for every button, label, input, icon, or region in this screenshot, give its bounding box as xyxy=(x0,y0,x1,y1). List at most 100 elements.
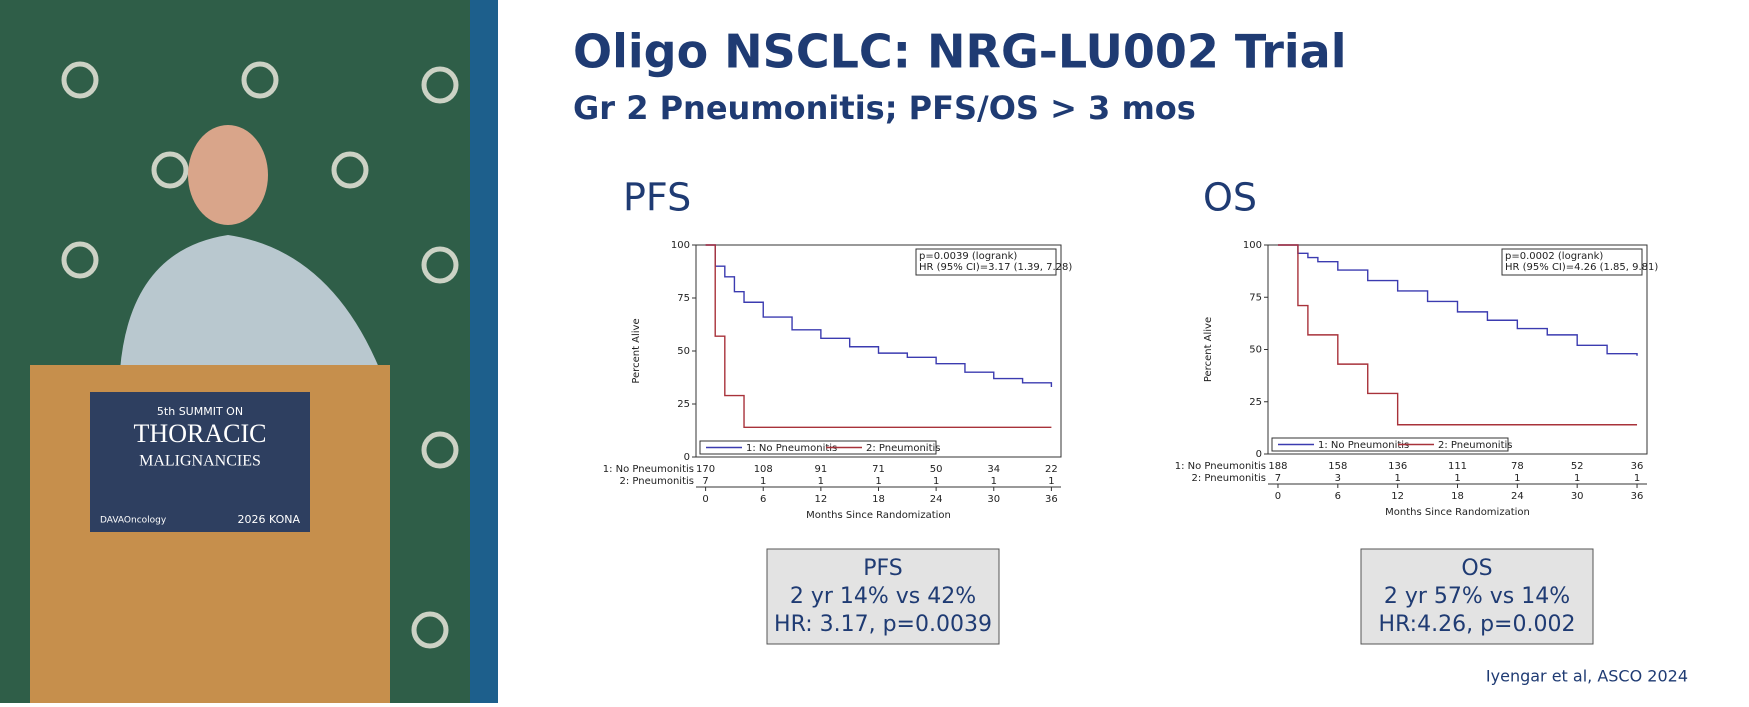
chart-title: PFS xyxy=(623,176,691,220)
risk-count: 3 xyxy=(1335,473,1341,484)
speaker-body xyxy=(120,235,380,370)
legend-label: 1: No Pneumonitis xyxy=(1318,440,1409,451)
x-tick-label: 18 xyxy=(1451,491,1464,502)
citation: Iyengar et al, ASCO 2024 xyxy=(1486,667,1688,686)
x-tick-label: 0 xyxy=(1275,491,1281,502)
x-tick-label: 18 xyxy=(872,494,885,505)
podium-text: 2026 KONA xyxy=(237,513,300,526)
risk-count: 1 xyxy=(1454,473,1460,484)
risk-count: 7 xyxy=(1275,473,1281,484)
risk-count: 1 xyxy=(1574,473,1580,484)
summary-line: HR:4.26, p=0.002 xyxy=(1379,612,1576,637)
x-tick-label: 36 xyxy=(1631,491,1644,502)
y-tick-label: 0 xyxy=(1256,449,1262,460)
risk-count: 52 xyxy=(1571,461,1584,472)
x-tick-label: 6 xyxy=(1335,491,1341,502)
summary-line: OS xyxy=(1461,556,1492,581)
risk-label: 2: Pneumonitis xyxy=(1192,473,1266,484)
x-tick-label: 36 xyxy=(1045,494,1058,505)
km-curve xyxy=(1277,244,1638,426)
podium-text: 5th SUMMIT ON xyxy=(157,405,243,418)
y-tick-label: 100 xyxy=(671,240,690,251)
y-tick-label: 50 xyxy=(1249,345,1262,356)
summary-box xyxy=(1360,548,1594,645)
x-tick-label: 0 xyxy=(702,494,708,505)
y-tick-label: 0 xyxy=(684,452,690,463)
risk-count: 1 xyxy=(1048,476,1054,487)
risk-count: 36 xyxy=(1631,461,1644,472)
risk-count: 1 xyxy=(875,476,881,487)
risk-count: 188 xyxy=(1268,461,1287,472)
podium-text: DAVAOncology xyxy=(100,516,167,526)
annotation: p=0.0039 (logrank) xyxy=(919,251,1017,262)
summary-line: 2 yr 57% vs 14% xyxy=(1384,584,1570,609)
podium-text: THORACIC xyxy=(134,419,267,448)
y-tick-label: 50 xyxy=(677,346,690,357)
y-tick-label: 100 xyxy=(1243,240,1262,251)
risk-count: 136 xyxy=(1388,461,1407,472)
legend-label: 2: Pneumonitis xyxy=(1438,440,1512,451)
legend-label: 2: Pneumonitis xyxy=(866,443,940,454)
risk-count: 170 xyxy=(696,464,715,475)
legend-box xyxy=(699,440,937,455)
y-axis-label: Percent Alive xyxy=(1203,317,1214,382)
risk-count: 111 xyxy=(1448,461,1467,472)
annotation-box xyxy=(915,248,1057,276)
risk-count: 1 xyxy=(1634,473,1640,484)
annotation: p=0.0002 (logrank) xyxy=(1505,251,1603,262)
risk-count: 50 xyxy=(930,464,943,475)
divider xyxy=(470,0,498,703)
slide-subtitle: Gr 2 Pneumonitis; PFS/OS > 3 mos xyxy=(573,89,1196,127)
km-curve xyxy=(1277,244,1638,356)
risk-count: 158 xyxy=(1328,461,1347,472)
risk-count: 1 xyxy=(760,476,766,487)
summary-line: 2 yr 14% vs 42% xyxy=(790,584,976,609)
risk-count: 34 xyxy=(987,464,1000,475)
summary-line: PFS xyxy=(863,556,903,581)
risk-count: 91 xyxy=(815,464,828,475)
x-tick-label: 6 xyxy=(760,494,766,505)
legend-box xyxy=(1271,437,1509,452)
x-tick-label: 30 xyxy=(987,494,1000,505)
speaker-head xyxy=(188,125,268,225)
risk-count: 1 xyxy=(818,476,824,487)
x-tick-label: 30 xyxy=(1571,491,1584,502)
podium-text: MALIGNANCIES xyxy=(139,453,261,470)
x-tick-label: 24 xyxy=(1511,491,1524,502)
y-tick-label: 25 xyxy=(677,399,690,410)
risk-label: 1: No Pneumonitis xyxy=(1175,461,1266,472)
risk-count: 108 xyxy=(754,464,773,475)
risk-count: 7 xyxy=(702,476,708,487)
y-tick-label: 75 xyxy=(677,293,690,304)
x-tick-label: 24 xyxy=(930,494,943,505)
annotation: HR (95% CI)=3.17 (1.39, 7.28) xyxy=(919,262,1072,273)
km-curve xyxy=(705,244,1053,388)
chart-title: OS xyxy=(1203,176,1257,220)
x-tick-label: 12 xyxy=(815,494,828,505)
risk-count: 78 xyxy=(1511,461,1524,472)
x-axis-label: Months Since Randomization xyxy=(806,510,951,521)
y-tick-label: 25 xyxy=(1249,397,1262,408)
backdrop-logos xyxy=(61,61,459,649)
y-axis-label: Percent Alive xyxy=(631,318,642,383)
km-curve xyxy=(705,244,1052,429)
x-axis-label: Months Since Randomization xyxy=(1385,507,1530,518)
risk-count: 1 xyxy=(933,476,939,487)
y-tick-label: 75 xyxy=(1249,292,1262,303)
x-tick-label: 12 xyxy=(1391,491,1404,502)
podium-sign xyxy=(90,392,310,532)
slide-title: Oligo NSCLC: NRG-LU002 Trial xyxy=(573,25,1346,79)
risk-count: 1 xyxy=(1394,473,1400,484)
risk-count: 1 xyxy=(1514,473,1520,484)
legend-label: 1: No Pneumonitis xyxy=(746,443,837,454)
risk-label: 1: No Pneumonitis xyxy=(603,464,694,475)
summary-box xyxy=(766,548,1000,645)
summary-line: HR: 3.17, p=0.0039 xyxy=(774,612,992,637)
annotation: HR (95% CI)=4.26 (1.85, 9.81) xyxy=(1505,262,1658,273)
risk-count: 1 xyxy=(991,476,997,487)
risk-count: 22 xyxy=(1045,464,1058,475)
risk-label: 2: Pneumonitis xyxy=(620,476,694,487)
risk-count: 71 xyxy=(872,464,885,475)
